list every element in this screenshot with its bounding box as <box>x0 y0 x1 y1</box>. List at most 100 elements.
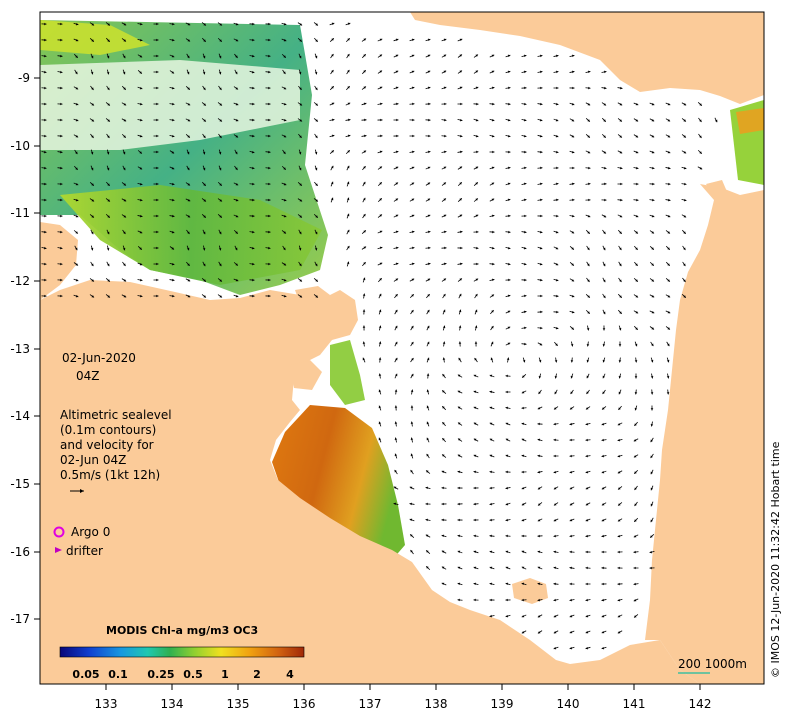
velocity-vector-head <box>457 374 461 377</box>
velocity-vector-head <box>283 247 286 251</box>
velocity-vector-head <box>634 487 637 490</box>
velocity-vector-head <box>123 215 127 218</box>
velocity-vector-head <box>458 341 462 344</box>
velocity-vector-head <box>651 263 654 266</box>
velocity-vector-head <box>633 535 637 538</box>
velocity-vector-head <box>489 566 493 570</box>
velocity-vector-head <box>635 135 639 138</box>
velocity-vector-head <box>44 214 47 218</box>
velocity-vector-head <box>252 294 255 298</box>
velocity-vector-head <box>235 182 239 186</box>
velocity-vector-head <box>489 614 492 618</box>
velocity-vector-head <box>634 471 637 474</box>
velocity-vector-head <box>219 215 222 218</box>
velocity-vector-head <box>585 470 589 474</box>
velocity-vector-head <box>139 182 143 186</box>
velocity-vector-head <box>667 135 671 138</box>
colorbar-tick-label: 4 <box>286 668 294 681</box>
velocity-vector-head <box>172 118 175 122</box>
velocity-vector-head <box>268 38 271 42</box>
velocity-vector-head <box>363 70 366 73</box>
velocity-vector-head <box>556 54 559 58</box>
velocity-vector-head <box>203 39 206 42</box>
velocity-vector-head <box>395 150 399 154</box>
velocity-vector-head <box>396 118 399 122</box>
velocity-vector-head <box>410 550 413 553</box>
velocity-vector-head <box>428 102 431 106</box>
velocity-vector-head <box>330 181 334 185</box>
velocity-vector-head <box>620 198 623 202</box>
velocity-vector-head <box>459 70 463 73</box>
velocity-vector-head <box>252 38 255 42</box>
velocity-vector-head <box>427 54 431 58</box>
velocity-vector-head <box>314 167 318 171</box>
velocity-vector-head <box>363 102 367 106</box>
date-label: 02-Jun-2020 <box>62 351 136 365</box>
velocity-vector-head <box>330 197 334 201</box>
velocity-vector-head <box>412 246 415 250</box>
velocity-vector-head <box>683 215 687 218</box>
colorbar: MODIS Chl-a mg/m3 OC3 0.05 0.1 0.25 0.5 … <box>59 624 305 681</box>
velocity-vector-head <box>331 165 334 169</box>
velocity-vector-head <box>603 103 607 106</box>
velocity-vector-head <box>538 359 542 363</box>
velocity-vector-head <box>444 118 447 122</box>
velocity-vector-head <box>619 295 622 298</box>
velocity-vector-head <box>187 231 190 234</box>
velocity-vector-head <box>489 502 492 506</box>
colorbar-tick-label: 1 <box>221 668 229 681</box>
velocity-vector-head <box>619 119 622 122</box>
velocity-vector-head <box>442 374 445 377</box>
velocity-vector-head <box>489 470 492 474</box>
velocity-vector-head <box>667 263 670 266</box>
velocity-vector-head <box>475 134 479 138</box>
velocity-vector-head <box>667 214 671 218</box>
velocity-vector-head <box>427 70 431 74</box>
velocity-vector-head <box>395 357 398 361</box>
altimetry-line-5: 0.5m/s (1kt 12h) <box>60 468 160 482</box>
velocity-vector-head <box>556 294 559 298</box>
velocity-vector-head <box>427 166 431 170</box>
velocity-vector-head <box>219 183 222 186</box>
velocity-vector-head <box>75 118 79 122</box>
velocity-vector-head <box>444 150 447 154</box>
velocity-vector-head <box>633 455 637 458</box>
velocity-vector-head <box>283 135 287 138</box>
velocity-vector-head <box>348 118 351 122</box>
velocity-vector-head <box>491 325 494 329</box>
velocity-vector-head <box>426 550 429 553</box>
velocity-vector-head <box>553 631 557 634</box>
velocity-vector-head <box>634 503 637 506</box>
velocity-vector-head <box>569 518 573 522</box>
velocity-vector-head <box>652 182 655 186</box>
velocity-vector-head <box>505 566 509 570</box>
velocity-vector-head <box>667 166 671 170</box>
velocity-vector-head <box>585 503 589 506</box>
velocity-vector-head <box>332 118 335 122</box>
velocity-vector-head <box>492 262 495 266</box>
velocity-vector-head <box>474 341 478 344</box>
velocity-vector-head <box>634 343 638 347</box>
velocity-vector-head <box>268 134 271 138</box>
velocity-vector-head <box>540 166 543 170</box>
velocity-vector-head <box>75 247 78 251</box>
velocity-vector-head <box>458 357 461 361</box>
velocity-vector-head <box>251 246 255 250</box>
velocity-vector-head <box>476 262 479 266</box>
velocity-vector-head <box>490 357 494 361</box>
velocity-vector-head <box>379 70 383 73</box>
lat-tick-label: -9 <box>18 71 30 85</box>
velocity-vector-head <box>187 87 190 90</box>
velocity-vector-head <box>219 23 223 26</box>
velocity-vector-head <box>457 470 461 474</box>
velocity-vector-head <box>683 263 686 267</box>
velocity-vector-head <box>571 70 575 74</box>
velocity-vector-head <box>203 183 206 186</box>
velocity-vector-head <box>457 502 460 506</box>
velocity-vector-head <box>460 230 463 234</box>
velocity-vector-head <box>556 214 559 218</box>
velocity-vector-head <box>363 166 366 169</box>
land-layer <box>40 12 764 684</box>
velocity-vector-head <box>140 22 143 26</box>
velocity-vector-head <box>508 214 511 218</box>
